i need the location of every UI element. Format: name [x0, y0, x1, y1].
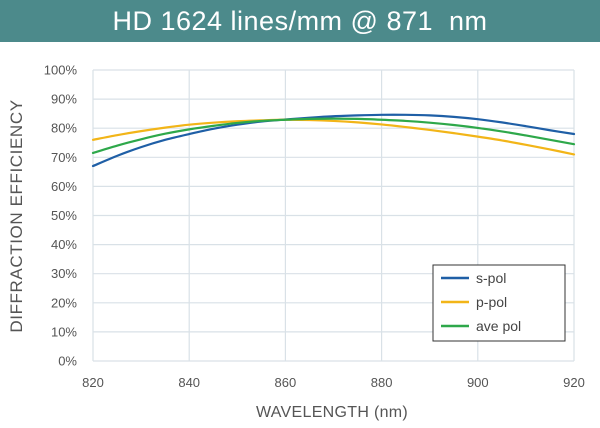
y-tick-label: 30% [51, 266, 77, 281]
y-tick-labels: 0% 10% 20% 30% 40% 50% 60% 70% 80% 90% 100% [44, 63, 78, 369]
legend: s-pol p-pol ave pol [432, 264, 566, 342]
y-tick-label: 10% [51, 324, 77, 339]
x-tick-label: 880 [371, 375, 393, 390]
y-tick-label: 100% [44, 63, 78, 78]
y-tick-label: 60% [51, 179, 77, 194]
x-tick-label: 840 [178, 375, 200, 390]
x-tick-label: 860 [275, 375, 297, 390]
x-axis-title: WAVELENGTH (nm) [256, 404, 408, 421]
y-tick-label: 50% [51, 208, 77, 223]
legend-label: p-pol [476, 294, 507, 310]
y-tick-label: 40% [51, 237, 77, 252]
x-tick-label: 920 [563, 375, 585, 390]
legend-label: ave pol [476, 318, 521, 334]
series-line-s-pol [91, 113, 576, 168]
y-tick-label: 90% [51, 92, 77, 107]
y-tick-label: 20% [51, 295, 77, 310]
y-axis-title: DIFFRACTION EFFICIENCY [7, 99, 26, 332]
series-line-ave-pol [91, 117, 576, 155]
chart-title-banner: HD 1624 lines/mm @ 871 nm [0, 0, 600, 42]
chart-title: HD 1624 lines/mm @ 871 nm [112, 5, 488, 36]
series-line-p-pol [91, 118, 576, 156]
y-tick-label: 0% [58, 354, 77, 369]
y-tick-label: 70% [51, 150, 77, 165]
legend-label: s-pol [476, 270, 506, 286]
y-tick-label: 80% [51, 121, 77, 136]
x-tick-label: 900 [467, 375, 489, 390]
x-tick-labels: 820 840 860 880 900 920 [82, 375, 585, 390]
series-lines [91, 113, 576, 168]
x-tick-label: 820 [82, 375, 104, 390]
